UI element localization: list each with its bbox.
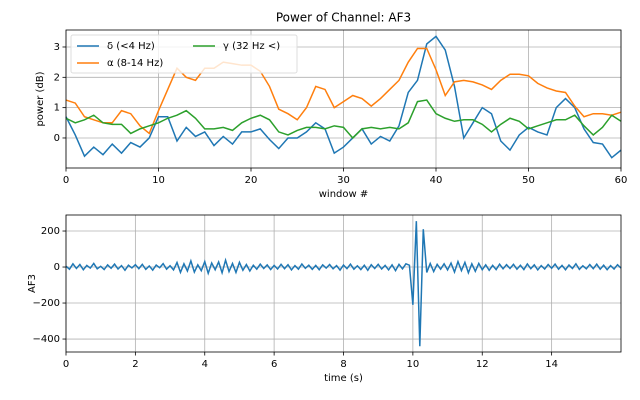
- x-tick-label: 8: [340, 359, 346, 370]
- x-tick-label: 20: [245, 175, 258, 186]
- y-tick-label: −200: [33, 298, 60, 309]
- x-tick-label: 6: [271, 359, 277, 370]
- axes-frame: [65, 214, 622, 353]
- y-tick-label: 1: [54, 103, 60, 114]
- chart-title: Power of Channel: AF3: [276, 11, 411, 25]
- x-tick-label: 50: [522, 175, 535, 186]
- axes-frame: [65, 29, 622, 169]
- data-line: [65, 47, 622, 135]
- x-tick-label: 40: [430, 175, 443, 186]
- y-tick-label: 2: [54, 72, 60, 83]
- y-tick-label: 0: [54, 133, 60, 144]
- legend: δ (<4 Hz) α (8-14 Hz) γ (32 Hz <): [70, 34, 298, 74]
- x-tick-label: 0: [63, 359, 69, 370]
- y-tick-label: −400: [33, 334, 60, 345]
- x-axis-label: time (s): [324, 373, 363, 384]
- y-axis-label: AF3: [27, 274, 38, 293]
- data-line: [65, 221, 622, 347]
- x-tick-label: 10: [407, 359, 420, 370]
- x-tick-label: 10: [152, 175, 165, 186]
- y-tick-label: 200: [41, 226, 60, 237]
- legend-label: α (8-14 Hz): [107, 58, 163, 69]
- x-axis-label: window #: [319, 189, 369, 200]
- x-tick-label: 4: [202, 359, 208, 370]
- y-tick-label: 3: [54, 42, 60, 53]
- legend-box: [70, 34, 298, 74]
- x-tick-label: 14: [545, 359, 558, 370]
- data-line: [65, 99, 622, 140]
- y-axis-label: power (dB): [35, 71, 46, 126]
- x-tick-label: 12: [476, 359, 489, 370]
- legend-label: γ (32 Hz <): [223, 41, 280, 52]
- x-tick-label: 0: [63, 175, 69, 186]
- x-tick-label: 30: [337, 175, 350, 186]
- legend-label: δ (<4 Hz): [107, 41, 155, 52]
- x-tick-label: 60: [615, 175, 628, 186]
- x-tick-label: 2: [132, 359, 138, 370]
- data-line: [65, 35, 622, 159]
- y-tick-label: 0: [54, 262, 60, 273]
